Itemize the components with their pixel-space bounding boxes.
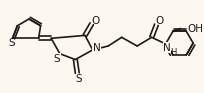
Text: O: O	[154, 16, 163, 26]
Text: N: N	[162, 43, 170, 53]
Text: OH: OH	[186, 24, 202, 33]
Text: O: O	[91, 16, 99, 26]
Text: S: S	[53, 54, 60, 64]
Text: S: S	[8, 38, 15, 48]
Text: N: N	[92, 43, 100, 53]
Text: S: S	[74, 74, 81, 84]
Text: H: H	[169, 48, 175, 57]
